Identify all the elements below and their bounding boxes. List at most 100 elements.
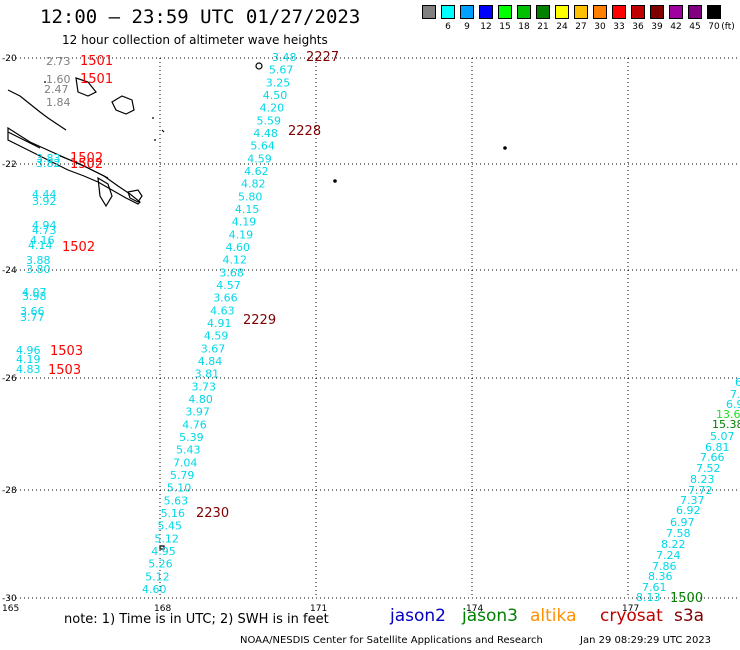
swh-value: 2.73 <box>46 55 71 68</box>
time-label: 2230 <box>196 506 229 521</box>
time-label: 2228 <box>288 124 321 139</box>
swh-value: 3.25 <box>266 76 291 89</box>
units-note: note: 1) Time is in UTC; 2) SWH is in fe… <box>64 612 329 627</box>
legend-swatch <box>498 5 512 19</box>
swh-value: 4.59 <box>204 330 229 343</box>
swh-value: 7.58 <box>666 527 691 540</box>
swh-value: 5.10 <box>167 482 192 495</box>
swh-value: 4.94 <box>32 219 57 232</box>
swh-value: 4.80 <box>188 393 213 406</box>
legend-swatch <box>517 5 531 19</box>
satellite-jason3: jason3 <box>462 606 518 626</box>
swh-value: 3.66 <box>213 292 238 305</box>
swh-value: 3.82 <box>36 157 61 170</box>
swh-value: 3.68 <box>219 266 244 279</box>
lat-label: -28 <box>2 486 17 496</box>
swh-value: 6.92 <box>676 504 701 517</box>
swh-value: 15.38 <box>712 418 740 431</box>
swh-value: 3.67 <box>201 342 226 355</box>
swh-value: 5.07 <box>710 430 735 443</box>
legend-swatch <box>593 5 607 19</box>
swh-value: 4.82 <box>241 178 265 191</box>
swh-value: 4.63 <box>210 304 235 317</box>
satellite-jason2: jason2 <box>390 606 446 626</box>
swh-value: 5.26 <box>148 558 173 571</box>
swh-value: 7.61 <box>642 581 667 594</box>
swh-value: 2.47 <box>44 83 69 96</box>
small-islet-3 <box>503 146 507 150</box>
swh-value: 4.20 <box>260 102 285 115</box>
coastline <box>7 62 507 550</box>
swh-value: 5.45 <box>157 520 182 533</box>
swh-value: 6.97 <box>670 516 695 529</box>
legend-swatch <box>707 5 721 19</box>
swh-value: 4.73 <box>32 224 57 237</box>
swh-value: 4.76 <box>182 418 207 431</box>
lat-label: -24 <box>2 266 17 276</box>
swh-value: 7.66 <box>700 451 725 464</box>
swh-value: 8.13 <box>636 591 661 604</box>
swh-value: 4.19 <box>229 228 254 241</box>
time-label: 2229 <box>243 313 276 328</box>
swh-value: 3.48 <box>272 51 297 64</box>
swh-value: 7.04 <box>173 456 198 469</box>
swh-value: 4.59 <box>247 152 272 165</box>
loyalty-islands <box>97 95 143 208</box>
swh-value: 5.39 <box>179 431 204 444</box>
satellite-altika: altika <box>530 606 577 626</box>
time-label: 1503 <box>48 363 81 378</box>
small-islet-1 <box>255 62 263 70</box>
swh-value: 6 <box>735 376 740 389</box>
swh-value: 4.19 <box>232 216 257 229</box>
legend-swatch <box>669 5 683 19</box>
time-labels: 2227222822292230150015011501150215021502… <box>48 50 703 606</box>
swh-value: 4.91 <box>207 317 232 330</box>
footer-credit: NOAA/NESDIS Center for Satellite Applica… <box>240 635 543 646</box>
swh-value: 5.59 <box>257 114 282 127</box>
swh-value: 5.16 <box>161 507 186 520</box>
time-label: 1502 <box>70 151 103 166</box>
legend-swatch <box>460 5 474 19</box>
time-label: 2227 <box>306 50 339 65</box>
swh-value: 7.24 <box>656 549 681 562</box>
new-caledonia-north <box>7 131 109 179</box>
swh-value: 3.97 <box>185 406 210 419</box>
legend-swatch <box>422 5 436 19</box>
legend-label: 42 <box>670 22 682 32</box>
satellite-s3a: s3a <box>674 606 705 626</box>
legend-label: 6 <box>445 22 451 32</box>
swh-value: 7.86 <box>652 560 677 573</box>
page-subtitle: 12 hour collection of altimeter wave hei… <box>62 33 328 47</box>
small-islet-4 <box>333 179 337 183</box>
swh-value: 4.62 <box>244 165 269 178</box>
swh-value: 4.83 <box>16 363 41 376</box>
lat-label: -26 <box>2 374 17 384</box>
legend-swatch <box>574 5 588 19</box>
reef-marks <box>44 81 165 141</box>
swh-value: 5.43 <box>176 444 201 457</box>
swh-value: 4.07 <box>22 286 47 299</box>
time-label: 1502 <box>62 240 95 255</box>
swh-value: 4.12 <box>222 254 247 267</box>
swh-value: 5.64 <box>250 140 274 153</box>
swh-value: 3.88 <box>26 254 51 267</box>
time-label: 1503 <box>50 344 83 359</box>
legend-swatch <box>631 5 645 19</box>
legend-swatch <box>688 5 702 19</box>
swh-value: 4.84 <box>198 355 223 368</box>
legend-label: 12 <box>480 22 492 32</box>
northern-islets <box>7 77 97 131</box>
swh-value: 3.92 <box>32 195 57 208</box>
swh-value: 7.37 <box>680 494 705 507</box>
lon-label: 177 <box>622 604 639 614</box>
swh-value: 6.81 <box>705 441 730 454</box>
legend-label: 24 <box>556 22 568 32</box>
legend-swatch <box>612 5 626 19</box>
legend-label: 70 <box>708 22 720 32</box>
swh-value: 3.80 <box>26 263 51 276</box>
swh-value: 5.12 <box>154 532 179 545</box>
swh-value: 5.63 <box>164 494 189 507</box>
legend-label: 33 <box>613 22 625 32</box>
